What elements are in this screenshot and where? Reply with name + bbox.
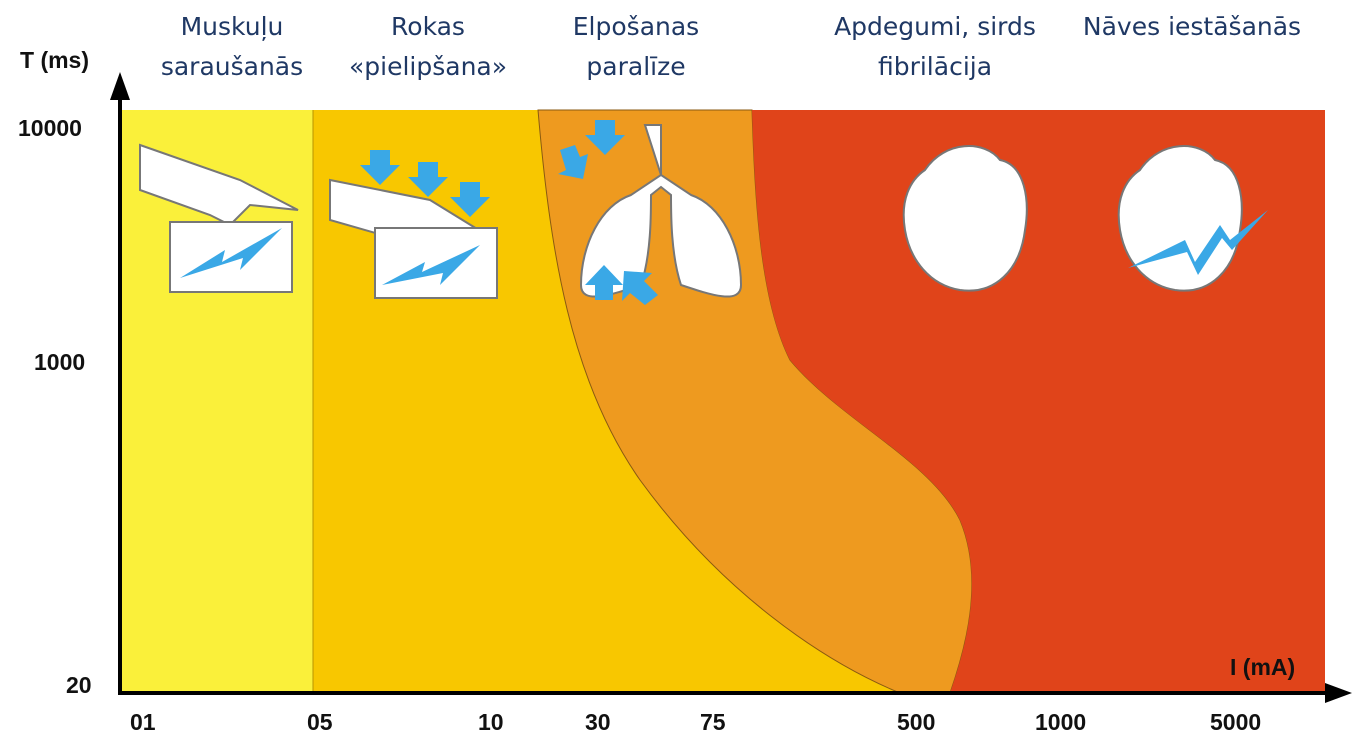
x-tick-label: 10: [478, 709, 504, 735]
zone-title: Rokas: [391, 12, 465, 41]
x-axis-arrow: [1325, 683, 1352, 703]
y-tick-label: 20: [66, 672, 92, 698]
zone-title: Muskuļu: [181, 12, 284, 41]
x-tick-label: 30: [585, 709, 611, 735]
y-axis-label: T (ms): [20, 47, 89, 73]
x-tick-label: 1000: [1035, 709, 1086, 735]
x-tick-label: 500: [897, 709, 935, 735]
zone-title: saraušanās: [161, 52, 303, 81]
y-tick-label: 10000: [18, 115, 82, 141]
x-tick-label: 5000: [1210, 709, 1261, 735]
y-tick-label: 1000: [34, 349, 85, 375]
zone-title: paralīze: [586, 52, 685, 81]
x-tick-label: 01: [130, 709, 156, 735]
diagram: T (ms) I (mA) 10000 1000 20 01 05 10 30 …: [0, 0, 1356, 737]
zone-title: Nāves iestāšanās: [1083, 12, 1301, 41]
x-tick-label: 75: [700, 709, 726, 735]
x-axis-label: I (mA): [1230, 654, 1295, 680]
zone-title: fibrilācija: [878, 52, 992, 81]
zone-title: Elpošanas: [573, 12, 699, 41]
zone-title: Apdegumi, sirds: [834, 12, 1036, 41]
zone-title: «pielipšana»: [349, 52, 507, 81]
x-tick-label: 05: [307, 709, 333, 735]
y-axis-arrow: [110, 72, 130, 100]
